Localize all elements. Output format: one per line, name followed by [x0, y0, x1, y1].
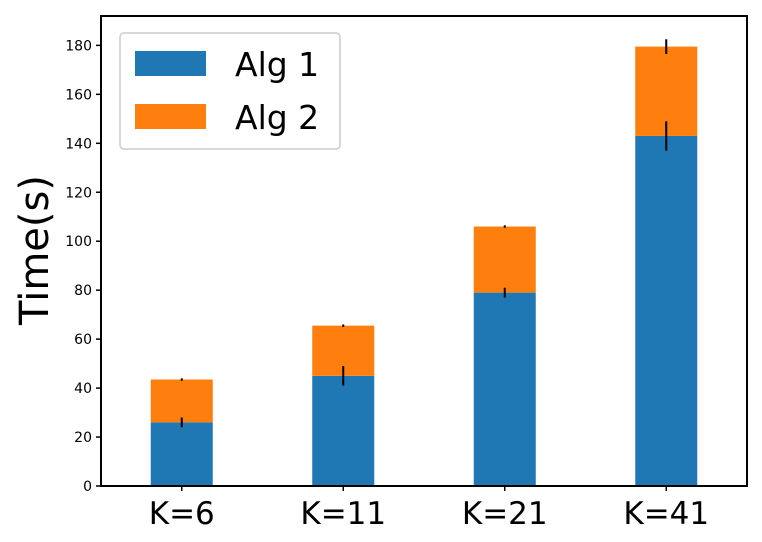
y-tick-label-6: 100 — [65, 234, 92, 250]
y-tick-label-10: 180 — [65, 38, 92, 54]
legend-swatch-alg1 — [135, 51, 206, 76]
bar-1-4 — [635, 135, 698, 486]
bar-2-1 — [150, 379, 213, 423]
x-tick-label-3: K=21 — [462, 496, 548, 532]
bar-1-2 — [312, 375, 375, 486]
y-tick-label-4: 60 — [74, 332, 92, 348]
y-tick-label-2: 20 — [74, 430, 92, 446]
legend-label-alg2: Alg 2 — [235, 98, 319, 137]
legend: Alg 1 Alg 2 — [119, 32, 341, 150]
y-tick-label-8: 140 — [65, 136, 92, 152]
y-tick-label-5: 80 — [74, 283, 92, 299]
plot-frame — [100, 15, 748, 487]
y-tick-label-3: 40 — [74, 381, 92, 397]
y-tick-label-1: 0 — [83, 479, 92, 495]
x-axis: K=6 K=11 K=21 K=41 — [149, 486, 709, 532]
error-bars-layer — [180, 39, 668, 428]
bar-1-1 — [150, 422, 213, 486]
x-tick-label-4: K=41 — [623, 496, 709, 532]
bar-2-4 — [635, 46, 698, 136]
bar-2-3 — [473, 226, 536, 293]
legend-label-alg1: Alg 1 — [235, 45, 319, 84]
legend-swatch-alg2 — [135, 104, 206, 129]
y-axis-title: Time(s) — [12, 175, 58, 326]
bars-layer — [150, 46, 698, 486]
x-tick-label-2: K=11 — [300, 496, 386, 532]
x-tick-label-1: K=6 — [149, 496, 215, 532]
y-tick-label-7: 120 — [65, 185, 92, 201]
bar-1-3 — [473, 292, 536, 486]
y-tick-label-9: 160 — [65, 87, 92, 103]
y-axis: 0 20 40 60 80 100 120 140 160 180 — [65, 38, 101, 495]
